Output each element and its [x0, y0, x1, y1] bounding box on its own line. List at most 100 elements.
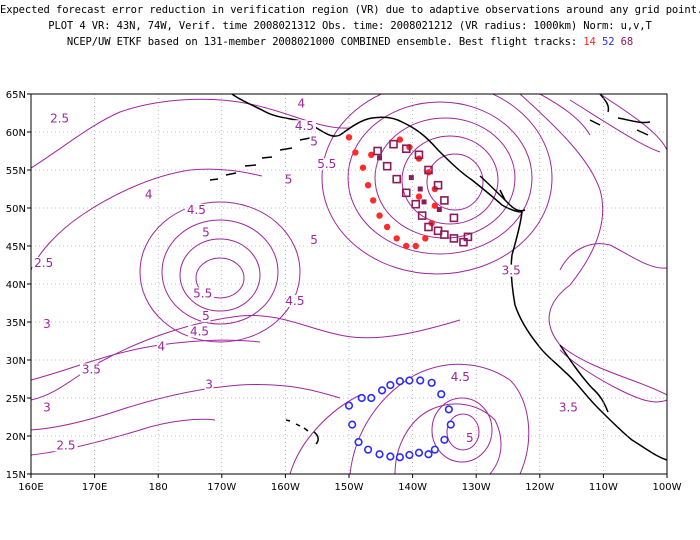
flight-68-marker: [377, 155, 383, 161]
contour-line: [31, 339, 261, 381]
latitude-label: 25N: [6, 394, 26, 405]
flight-14-marker: [359, 164, 367, 171]
contour-label: 4: [297, 96, 305, 110]
title-line-2: PLOT 4 VR: 43N, 74W, Verif. time 2008021…: [48, 20, 652, 32]
contour-line: [539, 94, 591, 136]
latitude-labels: 65N 60N 55N 50N 45N 40N 35N 30N 25N 20N 15N: [6, 90, 31, 481]
contour-line: [559, 349, 667, 403]
contour-labels: 2.544.555.5544.552.55.554.54.553.5343.53…: [32, 96, 580, 452]
contour-label: 5: [310, 134, 318, 148]
flight-14-marker: [352, 149, 359, 156]
longitude-label: 170W: [207, 482, 236, 493]
flight-14-marker: [431, 202, 439, 209]
contour-label-bg: [184, 203, 208, 216]
contour-label-bg: [191, 287, 215, 300]
longitude-label: 170E: [82, 482, 107, 493]
contour-label: 3.5: [559, 400, 578, 414]
flight-68-marker: [401, 144, 411, 154]
contour-line: [401, 135, 499, 225]
contour-label-bg: [204, 378, 214, 391]
contour-line: [347, 101, 533, 255]
latitude-label: 40N: [6, 280, 26, 291]
flight-68-marker: [417, 186, 423, 192]
contour-label: 4: [145, 188, 153, 202]
flight-14-marker: [368, 151, 375, 158]
coastline-us-west: [510, 211, 667, 461]
coastline-north-fragment: [589, 94, 651, 136]
flight-52-marker: [363, 445, 373, 454]
coastlines: [209, 94, 667, 461]
flight-68-marker: [417, 211, 427, 220]
flight-track-52-label: 52: [601, 36, 615, 48]
contour-line: [394, 403, 502, 474]
contour-label: 3.5: [502, 264, 521, 278]
contour-line: [31, 314, 461, 401]
contour-line: [289, 394, 361, 474]
flight-14-marker: [393, 235, 400, 242]
latitude-label: 45N: [6, 242, 26, 253]
contour-label-bg: [48, 112, 72, 125]
contour-label-bg: [556, 401, 580, 414]
contour-line: [569, 99, 661, 153]
contour-label: 5: [202, 226, 210, 240]
flight-68-marker: [421, 199, 427, 205]
flight-track-52: [344, 376, 455, 462]
contour-label-bg: [283, 295, 307, 307]
contour-label: 5: [285, 172, 293, 186]
longitude-label: 160W: [271, 482, 300, 493]
title-line-1: Expected forecast error reduction in ver…: [0, 4, 700, 16]
contour-label-bg: [156, 340, 166, 353]
flight-68-marker: [463, 232, 473, 242]
latitude-label: 20N: [6, 432, 26, 443]
flight-52-marker: [444, 405, 453, 414]
flight-68-marker: [414, 150, 424, 160]
coastline-alaska-canada: [231, 94, 523, 213]
contour-label: 2.5: [50, 112, 69, 126]
contour-line: [431, 397, 493, 463]
flight-52-marker: [405, 450, 414, 460]
flight-52-marker: [348, 420, 357, 429]
longitude-labels: 160E 170E 180 170W 160W 150W 140W 130W 120W 110W 1…: [18, 474, 682, 493]
flight-68-marker: [389, 139, 398, 149]
flight-68-marker: [436, 207, 442, 213]
flight-14-marker: [383, 223, 391, 231]
contour-line: [31, 383, 341, 431]
flight-52-marker: [354, 437, 363, 447]
flight-68-marker: [424, 222, 433, 232]
flight-14-marker: [396, 136, 404, 143]
contour-line: [31, 168, 263, 271]
flight-track-68-label: 68: [620, 36, 634, 48]
contour-label-bg: [499, 264, 523, 277]
longitude-label: 140W: [398, 482, 427, 493]
contour-label: 5.5: [317, 157, 336, 171]
contour-line: [349, 363, 530, 474]
contour-label-bg: [448, 371, 472, 383]
contour-label: 4.5: [187, 203, 206, 217]
flight-track-68: [373, 139, 473, 247]
contour-line: [161, 219, 279, 325]
contour-label: 5.5: [193, 286, 212, 300]
contour-line: [559, 243, 667, 271]
contour-label-bg: [292, 120, 316, 133]
flight-52-marker: [386, 452, 395, 461]
longitude-label: 110W: [589, 482, 618, 493]
flight-14-marker: [364, 182, 372, 189]
contour-line: [179, 238, 261, 312]
flight-14-marker: [415, 193, 423, 200]
flight-52-marker: [357, 393, 366, 403]
contour-label-bg: [315, 158, 339, 171]
flight-68-marker: [382, 161, 392, 171]
contour-label-bg: [309, 135, 319, 148]
contour-line: [321, 94, 553, 275]
flight-52-marker: [386, 380, 395, 390]
contour-label: 3: [43, 400, 51, 414]
contour-line: [139, 201, 301, 343]
contour-label-bg: [201, 310, 211, 323]
flight-52-marker: [427, 378, 436, 387]
longitude-label: 150W: [335, 482, 364, 493]
flight-52-marker: [424, 450, 433, 459]
flight-52-marker: [375, 450, 384, 459]
contour-label: 2.5: [56, 438, 75, 452]
contour-lines: [31, 94, 667, 474]
